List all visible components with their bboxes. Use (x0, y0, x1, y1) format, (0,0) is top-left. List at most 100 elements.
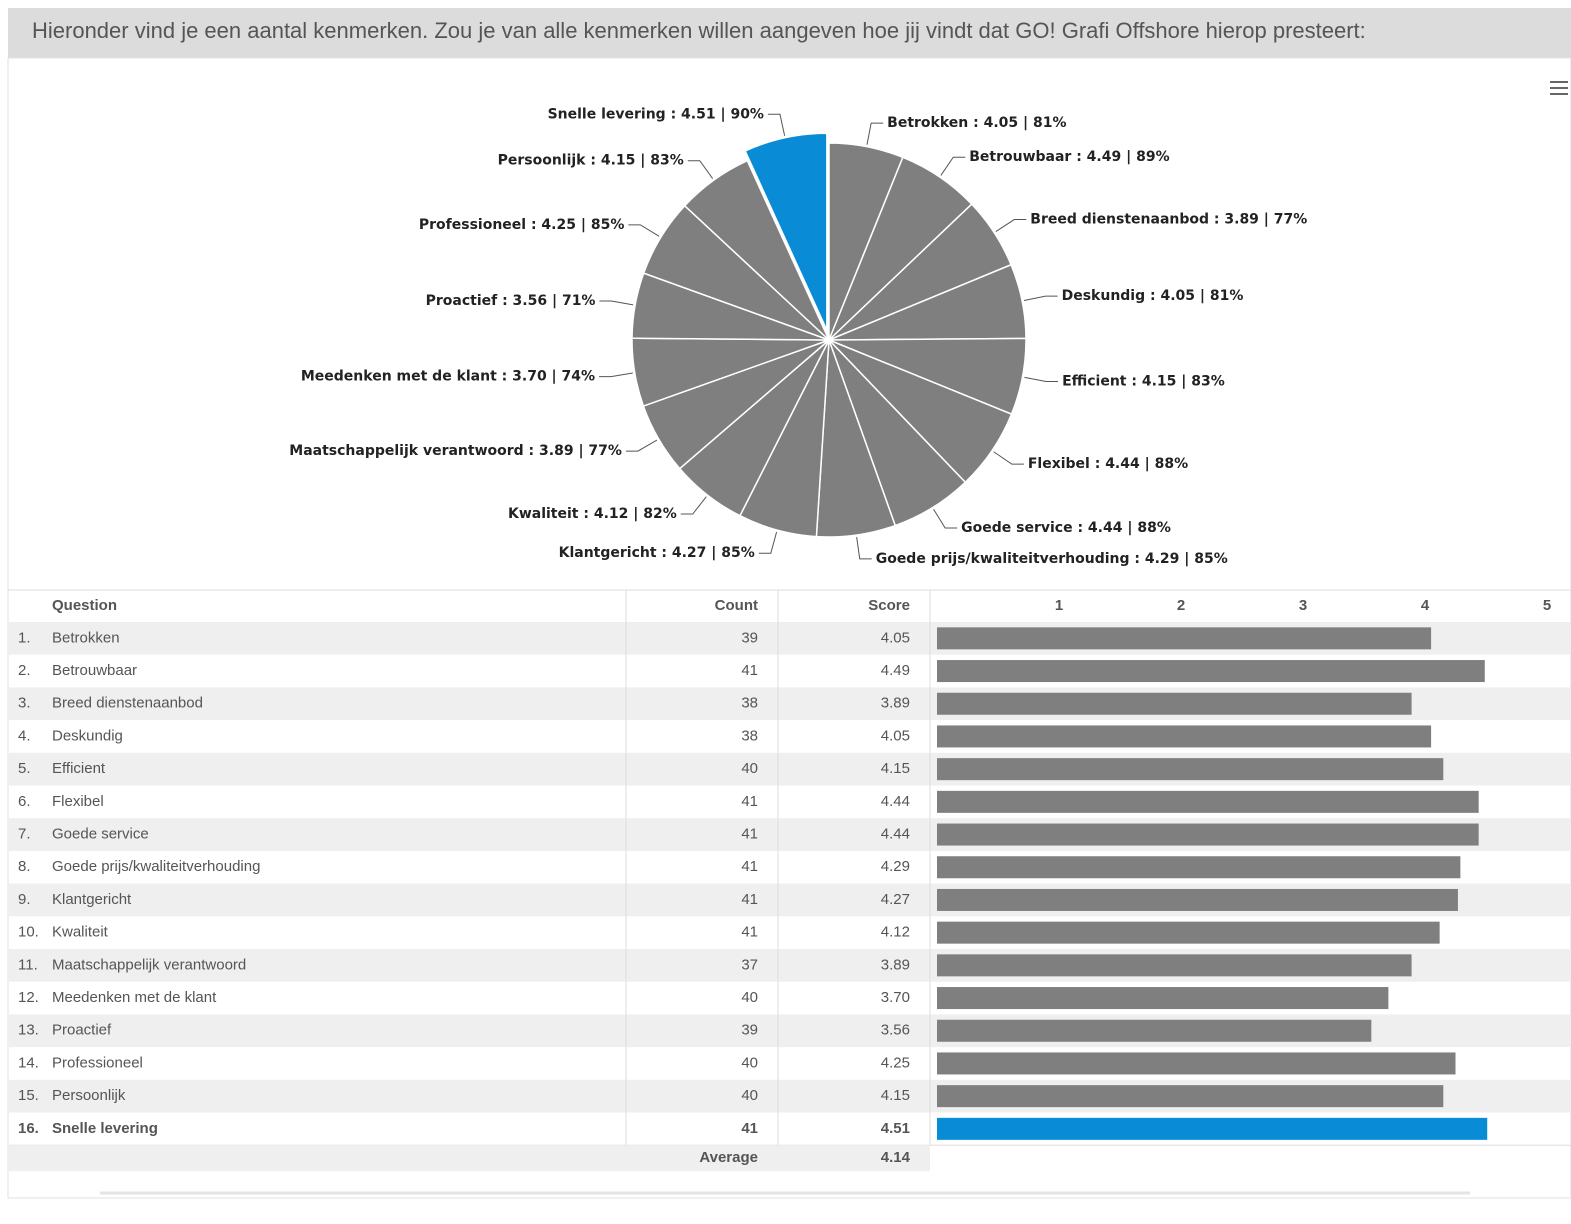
count: 38 (741, 727, 758, 744)
count: 41 (741, 858, 758, 875)
label-connector (995, 219, 1027, 232)
pie-label: Klantgericht : 4.27 | 85% (559, 545, 755, 561)
score: 3.70 (881, 989, 910, 1006)
count: 39 (741, 1022, 758, 1039)
row-number: 4. (18, 727, 31, 744)
question: Goede service (52, 826, 149, 843)
row-number: 1. (18, 629, 31, 646)
pie-label: Proactief : 3.56 | 71% (426, 293, 596, 309)
row-number: 3. (18, 695, 31, 712)
score-bar (937, 660, 1485, 683)
bar-tick-label: 4 (1421, 597, 1430, 614)
pie-slice (683, 159, 830, 341)
row-number: 9. (18, 891, 31, 908)
label-connector (933, 509, 958, 529)
score-bar (937, 725, 1432, 748)
question: Efficient (52, 760, 106, 777)
score-bar (937, 1052, 1456, 1075)
row-number: 11. (18, 956, 38, 973)
question: Flexibel (52, 793, 104, 810)
label-connector (680, 496, 707, 515)
score-bar (937, 1085, 1444, 1108)
bar-tick-label: 1 (1055, 597, 1063, 614)
question: Breed dienstenaanbod (52, 695, 203, 712)
count: 40 (741, 1054, 758, 1071)
score: 4.49 (881, 662, 910, 679)
question: Kwaliteit (52, 924, 109, 941)
pie-label: Breed dienstenaanbod : 3.89 | 77% (1030, 212, 1307, 228)
score-bar (937, 1117, 1488, 1140)
pie-label: Deskundig : 4.05 | 81% (1062, 288, 1244, 304)
question: Meedenken met de klant (52, 989, 217, 1006)
pie-label: Kwaliteit : 4.12 | 82% (508, 506, 677, 522)
count: 41 (741, 1120, 758, 1137)
question: Professioneel (52, 1054, 143, 1071)
pie-label: Maatschappelijk verantwoord : 3.89 | 77% (289, 443, 622, 459)
score-bar (937, 1019, 1372, 1042)
pie-label: Professioneel : 4.25 | 85% (419, 217, 624, 233)
label-connector (758, 531, 778, 554)
score-bar (937, 758, 1444, 781)
score-bar (937, 888, 1458, 911)
question: Klantgericht (52, 891, 132, 908)
pie-label: Betrokken : 4.05 | 81% (887, 115, 1066, 131)
score: 4.15 (881, 760, 910, 777)
score: 4.05 (881, 727, 910, 744)
label-connector (628, 224, 660, 237)
header-text: Hieronder vind je een aantal kenmerken. … (32, 18, 1366, 43)
count: 40 (741, 989, 758, 1006)
bar-tick-label: 3 (1299, 597, 1307, 614)
row-number: 14. (18, 1054, 39, 1071)
row-number: 7. (18, 826, 31, 843)
score: 4.25 (881, 1054, 910, 1071)
average-row (8, 1145, 930, 1172)
count: 40 (741, 1087, 758, 1104)
label-connector (1023, 295, 1058, 301)
count: 41 (741, 793, 758, 810)
pie-label: Goede service : 4.44 | 88% (961, 520, 1171, 536)
label-connector (1024, 376, 1059, 383)
score: 4.51 (881, 1120, 910, 1137)
row-number: 15. (18, 1087, 39, 1104)
count: 38 (741, 695, 758, 712)
label-connector (866, 122, 884, 145)
header-bar (8, 8, 1571, 58)
pie-label: Snelle levering : 4.51 | 90% (548, 106, 764, 122)
score-bar (937, 856, 1461, 879)
label-connector (767, 113, 786, 136)
score-bar (937, 692, 1412, 715)
score: 4.12 (881, 924, 910, 941)
score: 4.05 (881, 629, 910, 646)
menu-icon[interactable] (1550, 81, 1568, 95)
column-header: Question (52, 597, 117, 614)
score: 3.89 (881, 956, 910, 973)
label-connector (625, 439, 658, 452)
score: 4.15 (881, 1087, 910, 1104)
question: Betrokken (52, 629, 120, 646)
row-number: 8. (18, 858, 31, 875)
label-connector (687, 160, 714, 179)
average-label: Average (699, 1149, 758, 1166)
label-connector (599, 300, 634, 306)
score: 4.29 (881, 858, 910, 875)
pie-slice (744, 132, 828, 331)
count: 40 (741, 760, 758, 777)
score: 4.27 (881, 891, 910, 908)
question: Persoonlijk (52, 1087, 126, 1104)
question: Goede prijs/kwaliteitverhouding (52, 858, 260, 875)
pie-label: Efficient : 4.15 | 83% (1062, 374, 1225, 390)
question: Betrouwbaar (52, 662, 137, 679)
pie-label: Goede prijs/kwaliteitverhouding : 4.29 |… (876, 551, 1228, 567)
count: 37 (741, 956, 758, 973)
row-number: 6. (18, 793, 31, 810)
score-bar (937, 987, 1389, 1010)
bar-tick-label: 2 (1177, 597, 1185, 614)
count: 41 (741, 662, 758, 679)
score-bar (937, 627, 1432, 650)
row-number: 16. (18, 1120, 39, 1137)
row-number: 10. (18, 924, 39, 941)
bar-tick-label: 5 (1543, 597, 1551, 614)
question: Maatschappelijk verantwoord (52, 956, 246, 973)
